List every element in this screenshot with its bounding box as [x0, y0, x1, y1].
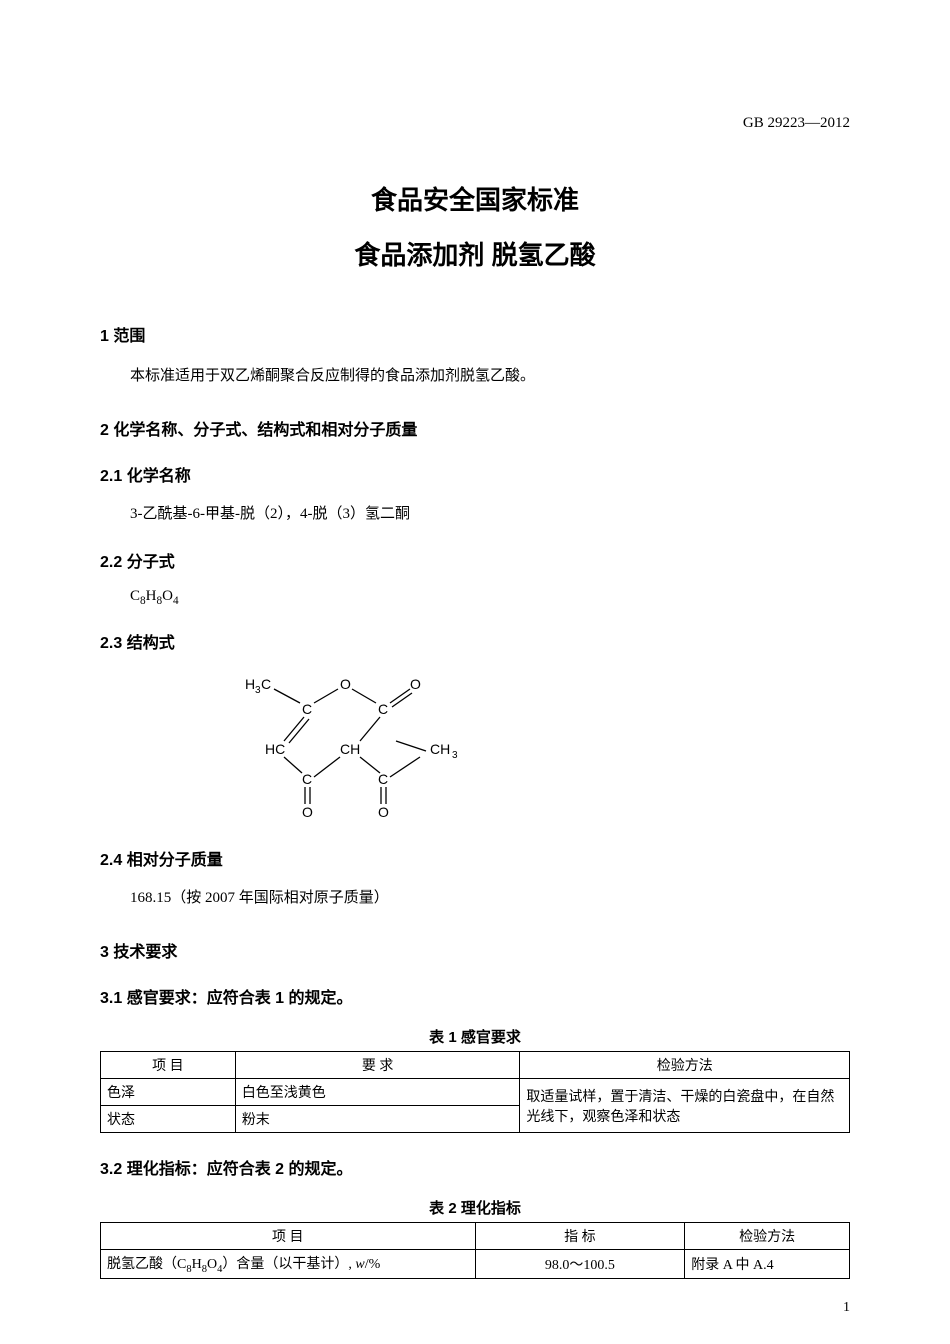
section-2-1-heading: 2.1 化学名称: [100, 462, 850, 486]
t2-r1-method: 附录 A 中 A.4: [685, 1250, 850, 1279]
section-2-3-heading: 2.3 结构式: [100, 629, 850, 653]
title-sub: 食品添加剂 脱氢乙酸: [100, 235, 850, 272]
table-2-header-method: 检验方法: [685, 1223, 850, 1250]
table-2: 项 目 指 标 检验方法 脱氢乙酸（C8H8O4）含量（以干基计）, w/% 9…: [100, 1222, 850, 1279]
table-1-caption: 表 1 感官要求: [100, 1026, 850, 1047]
section-2-heading: 2 化学名称、分子式、结构式和相对分子质量: [100, 416, 850, 440]
label-o-top-right: O: [410, 676, 421, 692]
label-o-bl: O: [302, 804, 313, 819]
section-2-2-heading: 2.2 分子式: [100, 548, 850, 572]
t1-r2-req: 粉末: [235, 1106, 520, 1133]
molecular-formula: C8H8O4: [100, 588, 850, 607]
t2-item-prefix: 脱氢乙酸（C: [107, 1257, 186, 1272]
label-hc: HC: [265, 741, 285, 757]
table-1-header-method: 检验方法: [520, 1052, 850, 1079]
section-3-heading: 3 技术要求: [100, 938, 850, 962]
table-2-caption: 表 2 理化指标: [100, 1197, 850, 1218]
t2-item-h: H: [192, 1257, 202, 1272]
label-o-top: O: [340, 676, 351, 692]
formula-c: C: [130, 588, 140, 604]
structural-formula-diagram: H 3 C O O C C HC CH CH 3 C C O O: [220, 669, 850, 824]
section-2-1-body: 3-乙酰基-6-甲基-脱（2），4-脱（3）氢二酮: [100, 502, 850, 526]
t2-item-pct: /%: [365, 1257, 381, 1272]
table-1-header-item: 项 目: [101, 1052, 236, 1079]
formula-h: H: [146, 588, 157, 604]
label-o-br: O: [378, 804, 389, 819]
label-c-3: C: [302, 771, 312, 787]
page-number: 1: [843, 1300, 850, 1316]
section-3-1-heading: 3.1 感官要求：应符合表 1 的规定。: [100, 984, 850, 1008]
label-c-1: C: [302, 701, 312, 717]
section-1-body: 本标准适用于双乙烯酮聚合反应制得的食品添加剂脱氢乙酸。: [100, 364, 850, 388]
title-block: 食品安全国家标准 食品添加剂 脱氢乙酸: [100, 180, 850, 272]
t2-item-suffix: ）含量（以干基计）,: [222, 1257, 355, 1272]
table-2-header-spec: 指 标: [475, 1223, 685, 1250]
t2-r1-item: 脱氢乙酸（C8H8O4）含量（以干基计）, w/%: [101, 1250, 476, 1279]
t1-method-merged: 取适量试样，置于清洁、干燥的白瓷盘中，在自然光线下，观察色泽和状态: [520, 1079, 850, 1133]
label-ch3: CH: [430, 741, 450, 757]
table-row: 脱氢乙酸（C8H8O4）含量（以干基计）, w/% 98.0～100.5 附录 …: [101, 1250, 850, 1279]
svg-text:C: C: [261, 676, 271, 692]
table-row: 色泽 白色至浅黄色 取适量试样，置于清洁、干燥的白瓷盘中，在自然光线下，观察色泽…: [101, 1079, 850, 1106]
standard-code: GB 29223—2012: [743, 115, 850, 132]
label-c-2: C: [378, 701, 388, 717]
t2-r1-spec: 98.0～100.5: [475, 1250, 685, 1279]
t2-item-w: w: [355, 1257, 364, 1272]
t1-r1-req: 白色至浅黄色: [235, 1079, 520, 1106]
table-2-header-item: 项 目: [101, 1223, 476, 1250]
table-1: 项 目 要 求 检验方法 色泽 白色至浅黄色 取适量试样，置于清洁、干燥的白瓷盘…: [100, 1051, 850, 1133]
section-3-2-heading: 3.2 理化指标：应符合表 2 的规定。: [100, 1155, 850, 1179]
t2-item-o: O: [207, 1257, 217, 1272]
label-ch: CH: [340, 741, 360, 757]
formula-sub3: 4: [173, 595, 179, 607]
formula-o: O: [162, 588, 173, 604]
t1-r2-item: 状态: [101, 1106, 236, 1133]
table-row: 项 目 指 标 检验方法: [101, 1223, 850, 1250]
section-2-4-heading: 2.4 相对分子质量: [100, 846, 850, 870]
section-2-4-body: 168.15（按 2007 年国际相对原子质量）: [100, 886, 850, 910]
table-row: 项 目 要 求 检验方法: [101, 1052, 850, 1079]
label-h3c: H: [245, 676, 255, 692]
svg-text:3: 3: [452, 750, 458, 761]
title-main: 食品安全国家标准: [100, 180, 850, 217]
table-1-header-req: 要 求: [235, 1052, 520, 1079]
section-1-heading: 1 范围: [100, 322, 850, 346]
t1-r1-item: 色泽: [101, 1079, 236, 1106]
